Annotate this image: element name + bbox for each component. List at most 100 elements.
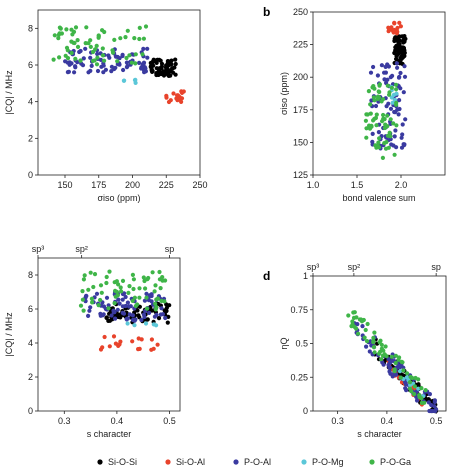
y-axis-label: |CQ| / MHz	[4, 70, 14, 115]
data-point	[175, 93, 180, 98]
data-point	[158, 286, 163, 291]
data-point	[64, 27, 69, 32]
data-point	[377, 83, 382, 88]
data-point	[151, 58, 156, 63]
data-point	[387, 92, 392, 97]
data-point	[123, 35, 128, 40]
x-tick-label: 250	[192, 180, 207, 190]
data-point	[88, 270, 93, 275]
data-point	[395, 65, 400, 70]
data-point	[391, 92, 396, 97]
data-point	[385, 113, 390, 118]
data-point	[356, 331, 361, 336]
data-point	[142, 65, 147, 70]
data-point	[112, 37, 117, 43]
data-point	[169, 62, 174, 67]
data-point	[98, 297, 103, 303]
series-si-o-al	[164, 89, 186, 105]
x-tick-label: 2.0	[395, 180, 408, 190]
data-point	[109, 313, 114, 318]
data-point	[419, 400, 424, 405]
data-point	[375, 73, 380, 78]
y-tick-label: 175	[293, 105, 308, 115]
x-axis-label: s character	[87, 429, 132, 439]
data-point	[392, 152, 397, 157]
data-point	[402, 48, 407, 53]
data-point	[69, 61, 74, 66]
data-point	[89, 63, 94, 68]
data-point	[125, 64, 130, 69]
data-point	[137, 295, 142, 300]
data-point	[117, 342, 122, 347]
data-point	[137, 346, 142, 351]
data-point	[385, 77, 390, 82]
data-point	[157, 269, 162, 275]
data-point	[78, 58, 83, 63]
data-point	[384, 140, 389, 145]
data-point	[83, 46, 88, 51]
series-si-o-si	[148, 57, 178, 78]
data-point	[397, 369, 403, 374]
data-point	[387, 130, 392, 135]
data-point	[81, 308, 86, 313]
data-point	[396, 42, 401, 47]
data-point	[381, 112, 386, 118]
data-point	[63, 53, 68, 58]
data-point	[377, 136, 382, 141]
data-point	[101, 312, 106, 317]
y-tick-label: 225	[293, 40, 308, 50]
data-point	[158, 312, 163, 317]
data-point	[100, 53, 106, 58]
data-point	[380, 119, 385, 124]
data-point	[368, 102, 373, 107]
data-point	[107, 55, 112, 60]
y-tick-label: 2	[28, 372, 33, 382]
data-point	[98, 283, 104, 288]
data-point	[112, 66, 117, 72]
data-point	[394, 31, 399, 36]
data-point	[143, 69, 148, 74]
data-point	[130, 272, 135, 277]
data-point	[144, 306, 150, 311]
legend-item: P-O-Mg	[301, 457, 344, 467]
data-point	[364, 344, 369, 349]
panel-a: 150 175 200 225 250 0 2 4 6 8 σiso (ppm) |CQ| / MHz	[4, 9, 208, 203]
data-point	[81, 56, 86, 61]
data-point	[120, 297, 125, 302]
y-tick-label: 1	[303, 271, 308, 281]
data-point	[123, 294, 128, 300]
y-tick-label: 200	[293, 72, 308, 82]
data-point	[413, 375, 418, 381]
data-point	[397, 106, 402, 112]
y-tick-label: 125	[293, 170, 308, 180]
data-point	[73, 25, 79, 30]
data-point	[362, 335, 367, 340]
data-point	[400, 132, 405, 137]
legend-label: P-O-Ga	[380, 457, 411, 467]
data-point	[165, 59, 170, 64]
y-tick-label: 0.75	[290, 305, 308, 315]
data-point	[100, 28, 105, 33]
data-point	[363, 118, 368, 123]
data-point	[150, 308, 155, 313]
data-point	[389, 85, 394, 90]
data-point	[143, 321, 149, 326]
data-point	[365, 321, 370, 327]
data-point	[388, 371, 393, 376]
x-tick-label: 1.5	[351, 180, 364, 190]
data-point	[110, 48, 115, 53]
data-point	[130, 317, 136, 323]
data-point	[121, 311, 127, 316]
data-point	[398, 24, 403, 29]
data-point	[113, 54, 118, 59]
data-point	[130, 339, 135, 344]
data-point	[379, 99, 384, 104]
data-point	[139, 317, 144, 323]
y-tick-label: 4	[28, 97, 33, 107]
data-point	[419, 386, 424, 391]
data-point	[160, 278, 165, 283]
data-point	[115, 307, 120, 312]
data-point	[368, 111, 373, 116]
plot-frame	[37, 257, 181, 412]
